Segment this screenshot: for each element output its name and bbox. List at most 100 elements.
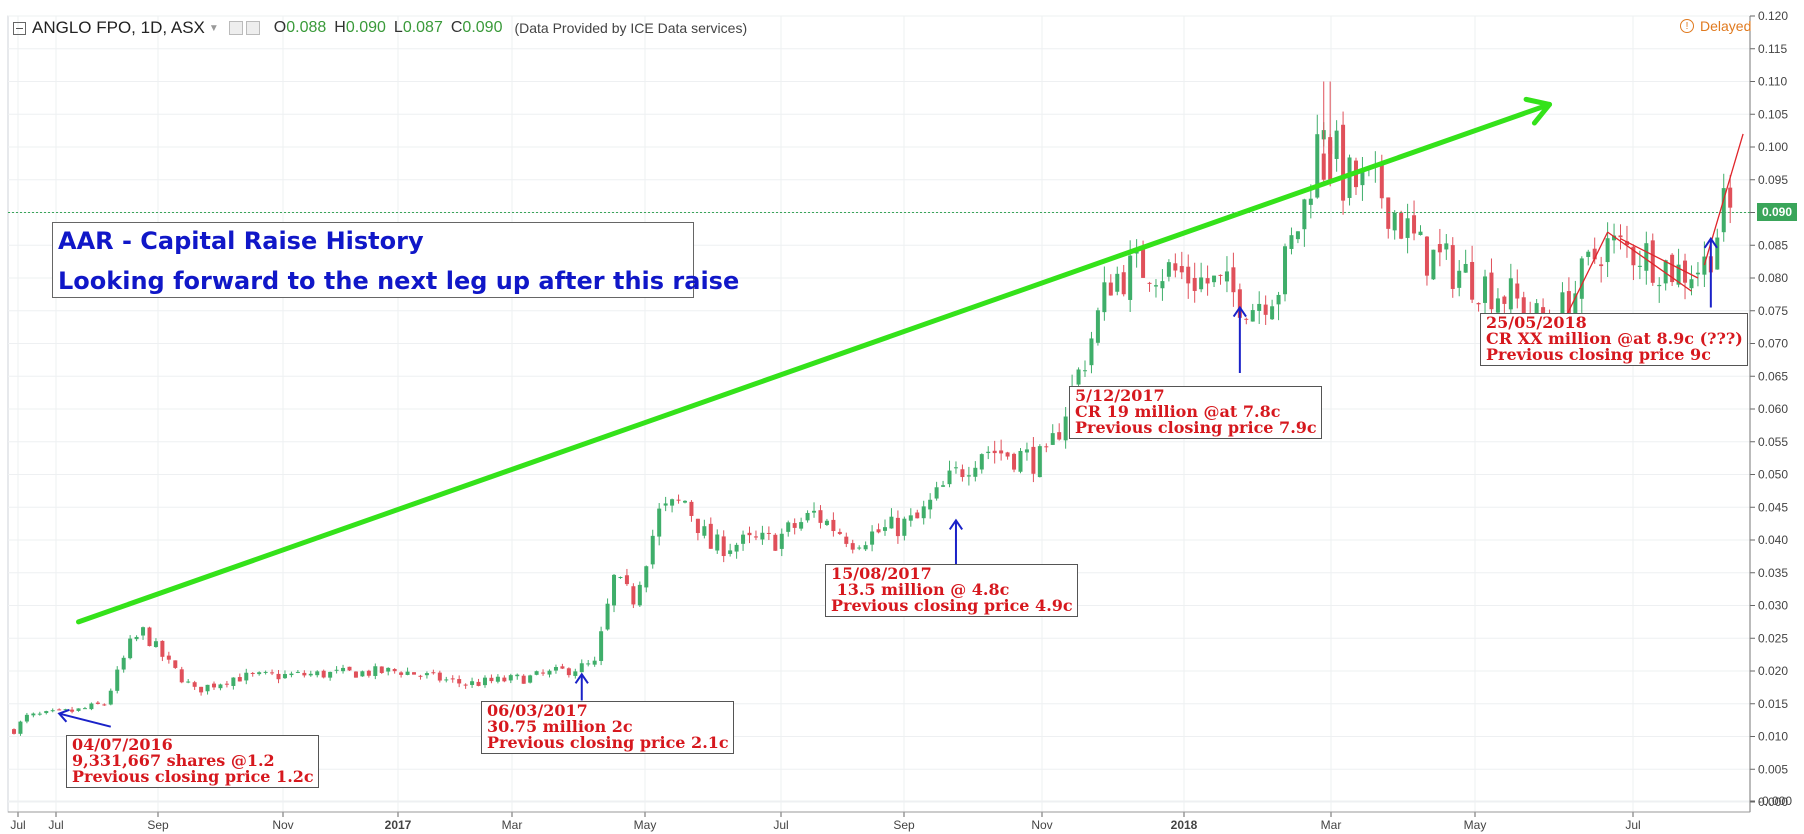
collapse-icon[interactable] (13, 21, 26, 35)
y-tick-label: 0.030 (1758, 599, 1788, 613)
candle-body (644, 566, 649, 588)
candle-body (566, 668, 571, 676)
low-value: 0.087 (402, 19, 443, 36)
candle-body (708, 523, 713, 549)
symbol-label[interactable]: ANGLO FPO, 1D, ASX (32, 18, 205, 37)
candle-body (1218, 274, 1223, 276)
candle-body (353, 671, 358, 678)
eye-icon[interactable] (228, 21, 243, 35)
candle-body (1347, 157, 1352, 198)
candle-body (1437, 244, 1442, 253)
candle-body (1399, 212, 1404, 239)
candle-body (1728, 187, 1733, 208)
candle-body (1644, 243, 1649, 271)
y-tick-label: 0.010 (1758, 730, 1788, 744)
y-tick-label: 0.120 (1758, 9, 1788, 23)
candle-body (902, 518, 907, 536)
title-annotation[interactable]: AAR - Capital Raise History Looking forw… (52, 222, 739, 298)
candle-body (1676, 264, 1681, 285)
candle-body (1405, 218, 1410, 238)
candle-body (1270, 306, 1275, 320)
candle-body (399, 672, 404, 675)
candle-body (360, 671, 365, 677)
candle-body (1618, 235, 1623, 238)
candle-body (960, 469, 965, 478)
alert-icon: ! (1680, 19, 1694, 33)
candle-body (250, 672, 255, 674)
candle-body (1483, 276, 1488, 303)
candle-body (721, 536, 726, 557)
note-5-12-2017[interactable]: 5/12/2017 CR 19 million @at 7.8c Previou… (1069, 386, 1322, 439)
candle-body (263, 671, 268, 673)
candle-body (1050, 433, 1055, 445)
candle-body (1018, 450, 1023, 472)
y-tick-label: 0.115 (1758, 42, 1787, 56)
candle-body (276, 673, 281, 680)
note-15-08-2017[interactable]: 15/08/2017 13.5 million @ 4.8c Previous … (825, 564, 1078, 617)
candle-body (818, 510, 823, 523)
plot-frame (7, 15, 1751, 813)
candle-body (405, 671, 410, 675)
annotation-arrow-head (948, 518, 964, 530)
x-tick-label: Jul (1625, 818, 1640, 832)
candle-body (289, 673, 294, 676)
candle-body (386, 667, 391, 672)
candle-body (1237, 289, 1242, 318)
y-tick-label: 0.050 (1758, 468, 1788, 482)
candle-body (224, 683, 229, 685)
candle-body (799, 522, 804, 529)
title-line-2: Looking forward to the next leg up after… (58, 267, 740, 295)
y-tick-label: 0.085 (1758, 238, 1788, 252)
candle-body (831, 519, 836, 532)
note-04-07-2016[interactable]: 04/07/2016 9,331,667 shares @1.2 Previou… (66, 735, 319, 788)
candle-body (1360, 170, 1365, 186)
y-tick-label: 0.065 (1758, 369, 1788, 383)
candle-body (1302, 199, 1307, 230)
candle-body (1341, 124, 1346, 201)
y-tick-label: 0.045 (1758, 500, 1788, 514)
candle-body (805, 512, 810, 521)
candle-body (1457, 270, 1462, 288)
chart-axes: 0.120 0.115 0.110 0.105 0.100 0.095 0.090 0.085… (8, 9, 1792, 832)
candle-body (979, 454, 984, 470)
candle-body (1495, 298, 1500, 313)
candle-body (928, 499, 933, 510)
candle-body (953, 467, 958, 469)
candle-body (308, 673, 313, 676)
candle-body (637, 584, 642, 606)
y-tick-label: 0.025 (1758, 631, 1788, 645)
candle-body (1379, 161, 1384, 199)
candle-body (528, 675, 533, 683)
candle-body (1334, 130, 1339, 159)
candle-body (1153, 285, 1158, 287)
candle-body (844, 536, 849, 544)
candle-body (470, 681, 475, 685)
y-tick-label: 0.020 (1758, 664, 1788, 678)
candle-body (695, 518, 700, 534)
candle-body (986, 451, 991, 454)
candle-body (650, 535, 655, 565)
gear-icon[interactable] (245, 21, 260, 35)
note-06-03-2017[interactable]: 06/03/2017 30.75 million 2c Previous clo… (481, 701, 734, 754)
candle-body (302, 672, 307, 676)
y-tick-label: 0.110 (1758, 75, 1787, 89)
candle-body (560, 666, 565, 669)
candle-body (1386, 197, 1391, 229)
candle-body (44, 711, 49, 714)
candle-body (592, 660, 597, 665)
candle-body (1141, 248, 1146, 278)
annotation-arrow-head (574, 672, 589, 684)
candle-body (1663, 260, 1668, 284)
annotation-arrow-head (1232, 305, 1247, 318)
candle-body (1250, 310, 1255, 322)
candle-body (676, 499, 681, 501)
candle-body (366, 670, 371, 676)
delayed-badge[interactable]: ! Delayed (1680, 18, 1751, 34)
candle-body (173, 660, 178, 668)
candle-body (1586, 251, 1591, 257)
chevron-down-icon[interactable]: ▼ (208, 22, 219, 34)
candle-body (1166, 262, 1171, 277)
note-25-05-2018[interactable]: 25/05/2018 CR XX million @at 8.9c (???) … (1480, 313, 1748, 366)
candle-body (753, 536, 758, 538)
